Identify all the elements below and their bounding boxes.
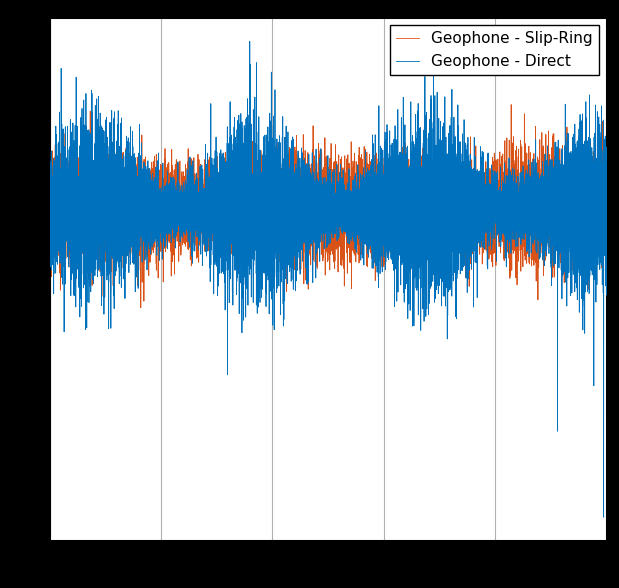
Geophone - Direct (318, 193, 326, 200)
Geophone - Direct (155, 206, 162, 213)
Legend: Geophone - Slip-Ring, Geophone - Direct: Geophone - Slip-Ring, Geophone - Direct (390, 25, 599, 75)
Geophone - Slip-Ring (318, 202, 326, 209)
Geophone - Slip-Ring (573, 219, 581, 226)
Geophone - Direct (603, 178, 610, 185)
Geophone - Slip-Ring (79, 181, 87, 188)
Geophone - Direct (600, 514, 607, 521)
Geophone - Direct (48, 228, 56, 235)
Line: Geophone - Slip-Ring: Geophone - Slip-Ring (50, 105, 607, 308)
Geophone - Slip-Ring (603, 182, 610, 189)
Geophone - Slip-Ring (69, 179, 76, 186)
Geophone - Direct (69, 192, 76, 199)
Geophone - Direct (573, 188, 581, 195)
Geophone - Direct (246, 38, 253, 45)
Geophone - Slip-Ring (508, 101, 515, 108)
Geophone - Direct (46, 191, 53, 198)
Geophone - Slip-Ring (46, 232, 53, 239)
Geophone - Direct (79, 225, 87, 232)
Geophone - Slip-Ring (137, 304, 144, 311)
Line: Geophone - Direct: Geophone - Direct (50, 41, 607, 517)
Geophone - Slip-Ring (155, 227, 162, 234)
Geophone - Slip-Ring (48, 206, 56, 213)
